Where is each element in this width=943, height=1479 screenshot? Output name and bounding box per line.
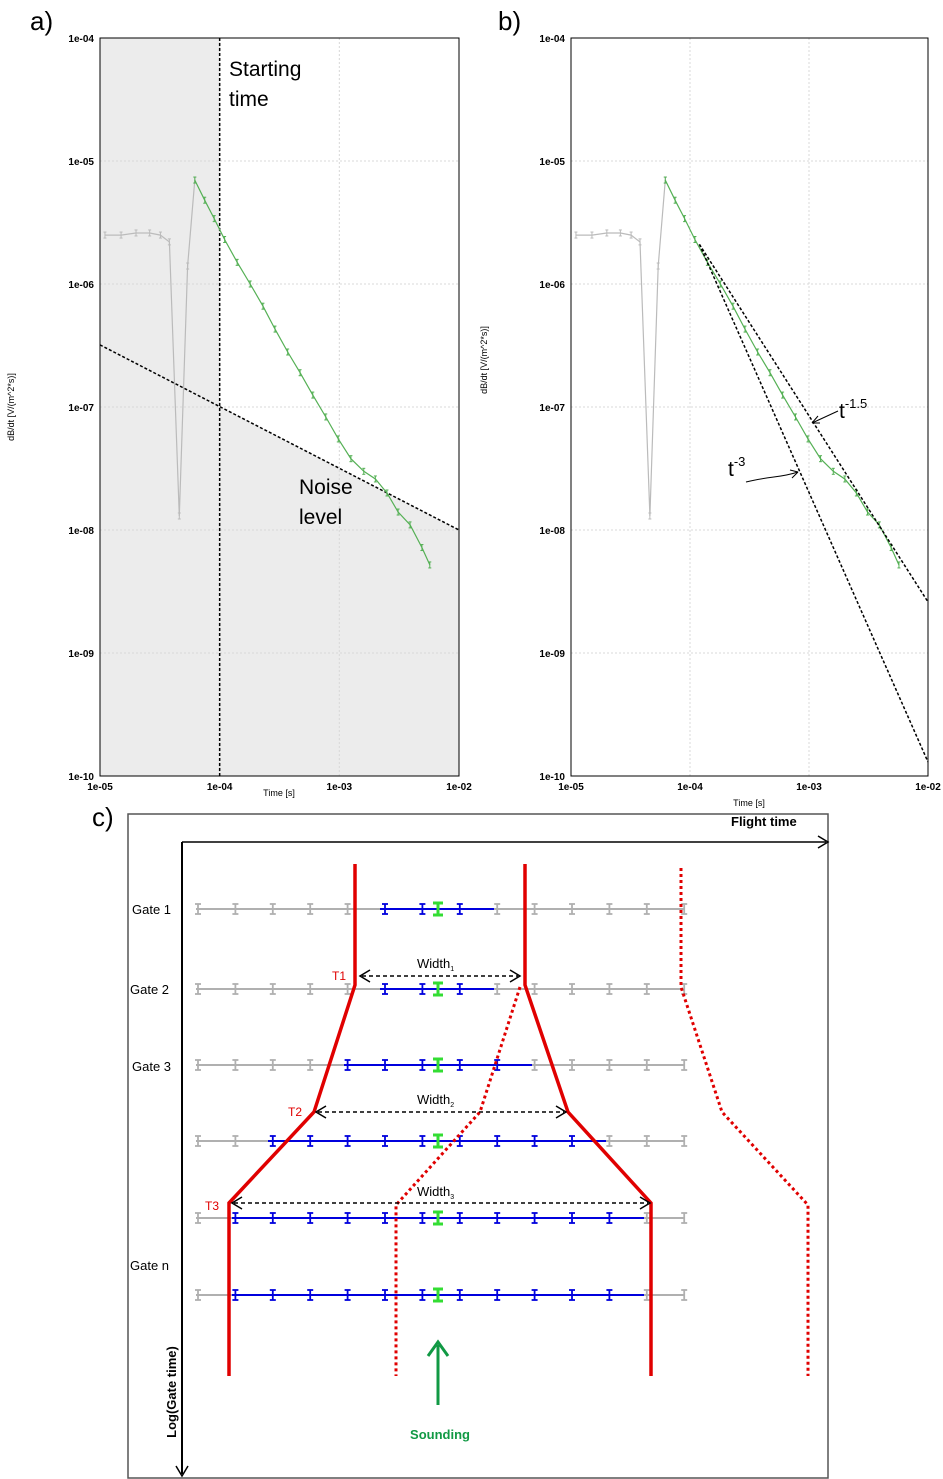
arrow-slope-3 [745, 471, 799, 483]
arrow-slope-1-5 [811, 410, 839, 424]
starting-time-label-line2: time [229, 88, 269, 111]
x-axis-label-b: Time [s] [733, 798, 765, 808]
arrowhead-slope-3 [789, 469, 799, 479]
width-1-label: Width1 [417, 956, 454, 973]
noise-level-line [99, 344, 460, 531]
y-tick-label: 1e-06 [539, 280, 565, 291]
y-tick-label: 1e-04 [68, 34, 94, 45]
diagram-frame [127, 813, 829, 1479]
flight-time-arrowhead [817, 835, 830, 849]
slope-label-3: t-3 [728, 454, 745, 481]
x-tick-label: 1e-02 [446, 782, 472, 793]
y-axis-label-b: dB/dt [V/(m^2*s)] [479, 326, 489, 394]
x-tick-label: 1e-02 [915, 782, 941, 793]
plot-frame-a [99, 37, 460, 777]
slope-line-1 [698, 244, 929, 763]
y-tick-label: 1e-05 [68, 157, 94, 168]
panel-c-diagram: c) Flight time Log(Gate time) Gate 1 Gat… [92, 802, 830, 1479]
plot-frame-b [570, 37, 929, 777]
width-2-label: Width2 [417, 1092, 454, 1109]
gate-n-label: Gate n [130, 1258, 169, 1273]
panel-label-b: b) [498, 6, 521, 36]
x-tick-label: 1e-03 [796, 782, 822, 793]
tick-labels-b: 1e-05 1e-04 1e-03 1e-02 1e-10 1e-09 1e-08 1e-07… [539, 34, 941, 793]
x-tick-label: 1e-05 [87, 782, 113, 793]
y-tick-label: 1e-10 [539, 772, 565, 783]
t2-label: T2 [288, 1105, 302, 1119]
x-tick-label: 1e-04 [677, 782, 703, 793]
y-tick-label: 1e-07 [68, 403, 94, 414]
y-tick-label: 1e-04 [539, 34, 565, 45]
series-b [574, 176, 901, 569]
neighbour-window-boundary-right [679, 868, 810, 1376]
arrowhead-slope-1-5 [811, 415, 820, 424]
y-tick-label: 1e-10 [68, 772, 94, 783]
width-3-label: Width3 [417, 1184, 454, 1201]
x-tick-label: 1e-05 [558, 782, 584, 793]
left-window-boundary [227, 864, 357, 1376]
width-arrow-3 [230, 1196, 652, 1210]
right-window-boundary [523, 864, 653, 1376]
grid-a [100, 38, 459, 776]
sounding-arrowhead [426, 1339, 450, 1357]
flight-time-label: Flight time [731, 814, 797, 829]
t1-label: T1 [332, 969, 346, 983]
x-axis-label-a: Time [s] [263, 788, 295, 798]
y-tick-label: 1e-08 [68, 526, 94, 537]
y-axis-label-a: dB/dt [V/(m^2*s)] [6, 373, 16, 441]
panel-a: a) 1e-05 1e-04 1e-03 1e-021e-101e-091e-081e… [6, 6, 472, 798]
log-gate-time-label: Log(Gate time) [164, 1346, 179, 1438]
y-tick-label: 1e-06 [68, 280, 94, 291]
slope-label-1-5: t-1.5 [839, 396, 867, 423]
tick-labels-a: 1e-05 1e-04 1e-03 1e-02 1e-10 1e-09 1e-08 1e-07… [68, 34, 472, 793]
gate-rows [195, 901, 688, 1303]
y-tick-label: 1e-08 [539, 526, 565, 537]
width-arrow-2 [314, 1105, 568, 1119]
panel-label-c: c) [92, 802, 114, 832]
gate-2-label: Gate 2 [130, 982, 169, 997]
y-tick-label: 1e-07 [539, 403, 565, 414]
panel-b: b) 1e-05 1e-04 1e-03 1e-021e-101e-091e-081e… [479, 6, 941, 808]
noise-level-label-line1: Noise [299, 476, 353, 499]
y-tick-label: 1e-05 [539, 157, 565, 168]
starting-time-label-line1: Starting [229, 58, 301, 81]
gate-1-label: Gate 1 [132, 902, 171, 917]
neighbour-window-boundary-left [394, 986, 522, 1376]
width-arrow-1 [358, 969, 522, 983]
shaded-region-before-start [100, 38, 220, 776]
x-tick-label: 1e-04 [207, 782, 233, 793]
y-tick-label: 1e-09 [539, 649, 565, 660]
slope-lines [698, 243, 929, 763]
x-tick-label: 1e-03 [327, 782, 353, 793]
log-gate-time-arrowhead [175, 1465, 189, 1478]
sounding-label: Sounding [410, 1427, 470, 1442]
noise-level-label-line2: level [299, 506, 342, 529]
panel-label-a: a) [30, 6, 53, 36]
t3-label: T3 [205, 1199, 219, 1213]
series-a [103, 176, 432, 569]
grid-b [571, 38, 928, 776]
y-tick-label: 1e-09 [68, 649, 94, 660]
gate-3-label: Gate 3 [132, 1059, 171, 1074]
